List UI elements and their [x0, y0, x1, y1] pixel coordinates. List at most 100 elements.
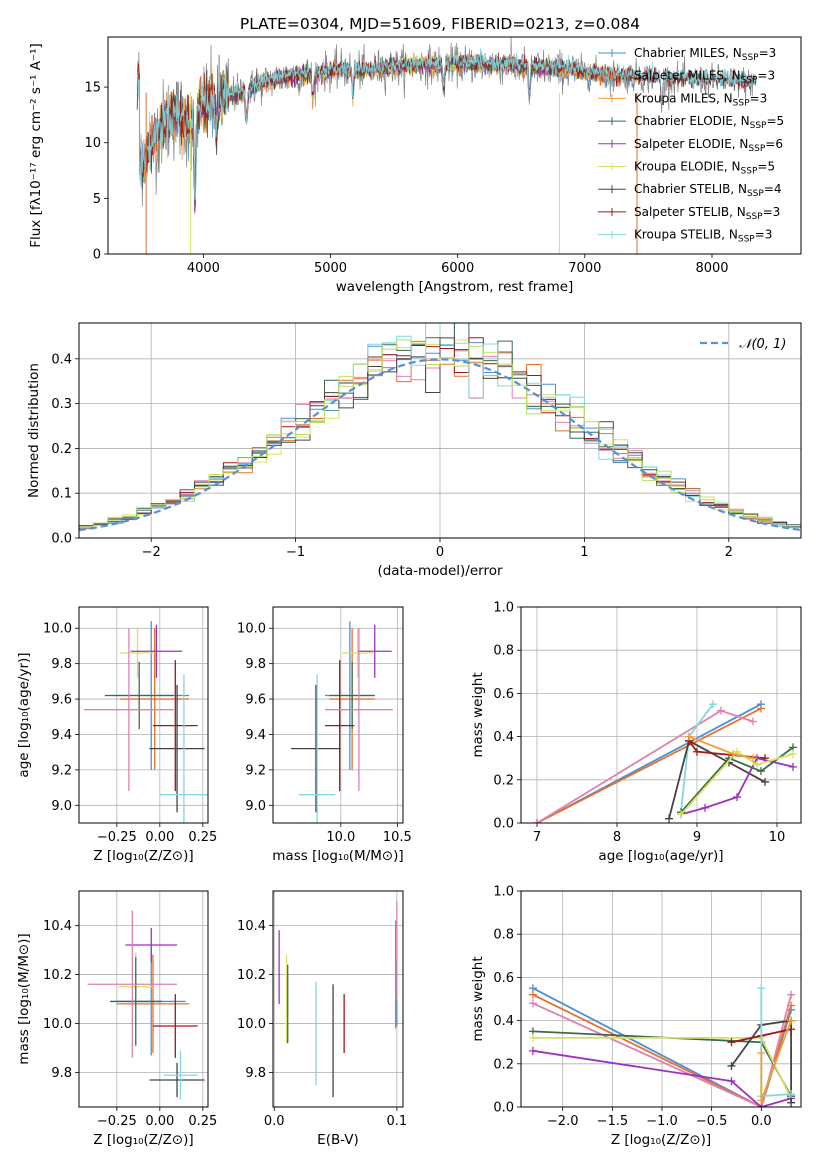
weight-marker: [528, 990, 537, 999]
legend-label-main: Chabrier MILES, N: [634, 46, 742, 60]
weight-marker: [709, 700, 717, 709]
plot-spectrum: 4000 5000 6000 7000 8000 0 5 10 15 wavelength [An…: [28, 36, 802, 295]
y-tick-label: 9.6: [245, 693, 266, 708]
y-tick-label: 9.8: [51, 1066, 72, 1081]
x-axis-label: Z [log₁₀(Z/Z⊙)]: [93, 1132, 193, 1148]
y-tick-label: 10.4: [237, 919, 266, 934]
y-tick-label: 0.1: [51, 487, 72, 502]
errorbar-point: [325, 660, 355, 792]
y-tick-label: 10.0: [43, 622, 72, 637]
axes-frame: [78, 322, 802, 539]
model-line-chabrier-elodie: [190, 53, 560, 203]
axes-frame: [78, 890, 209, 1108]
weight-marker: [789, 749, 797, 758]
weight-marker: [787, 990, 796, 999]
legend-label: Chabrier STELIB, NSSP=4: [634, 182, 782, 199]
x-tick-label: 0: [436, 545, 444, 560]
legend: 𝒩(0, 1): [700, 337, 786, 352]
y-tick-label: 10.0: [237, 1017, 266, 1032]
legend-label: Kroupa MILES, NSSP=3: [634, 91, 767, 108]
errorbar-point: [291, 684, 341, 813]
legend-label-main: Kroupa ELODIE, N: [634, 160, 741, 174]
errorbar-point: [357, 624, 392, 678]
y-tick-label: 0.0: [493, 817, 514, 832]
x-tick-label: 0.0: [751, 1114, 772, 1129]
legend-label: Salpeter STELIB, NSSP=3: [634, 205, 780, 222]
x-tick-label: 8: [613, 830, 621, 845]
x-tick-label: 0.25: [188, 1114, 217, 1129]
weight-line-salpeter-miles: [536, 707, 762, 823]
y-axis-label: mass weight: [470, 672, 486, 757]
y-tick-label: 1.0: [493, 885, 514, 900]
plot-mass-weight-vs-Z: −2.0 −1.5 −1.0 −0.5 0.0 0.0 0.2 0.4 0.6 0.8 1.0 Z […: [470, 885, 802, 1148]
plot-area: [87, 910, 205, 1100]
weight-marker: [528, 1046, 537, 1055]
legend-label: 𝒩(0, 1): [739, 337, 786, 352]
y-tick-label: 15: [84, 81, 101, 96]
x-tick-label: −1.5: [597, 1114, 629, 1129]
y-tick-label: 0.3: [51, 397, 72, 412]
errorbar-point: [325, 628, 393, 792]
x-tick-label: 0.25: [188, 830, 217, 845]
weight-marker: [749, 754, 757, 763]
legend-label-main: Salpeter STELIB, N: [634, 205, 746, 219]
y-axis-label: Normed distribution: [26, 363, 42, 498]
axes-frame: [272, 890, 404, 1108]
plot-area: [528, 984, 796, 1107]
y-axis-label: Flux [fλ10⁻¹⁷ erg cm⁻² s⁻¹ A⁻¹]: [28, 43, 44, 248]
y-tick-label: 9.8: [245, 657, 266, 672]
y-tick-label: 0.0: [51, 532, 72, 547]
plot-mass-vs-Z: −0.25 0.00 0.25 9.8 10.0 10.2 10.4 Z [log₁₀(Z/Z…: [16, 890, 217, 1148]
plot-area: [84, 621, 208, 823]
x-axis-label: wavelength [Angstrom, rest frame]: [336, 279, 574, 295]
x-tick-label: −1.0: [646, 1114, 678, 1129]
x-tick-label: −2.0: [547, 1114, 579, 1129]
weight-marker: [729, 749, 737, 758]
axes-frame: [520, 606, 802, 824]
x-tick-label: 10.0: [326, 830, 355, 845]
y-tick-label: 9.2: [245, 763, 266, 778]
errorbar-point: [152, 994, 198, 1058]
x-tick-label: 2: [725, 545, 733, 560]
x-tick-label: 7: [533, 830, 541, 845]
legend-label-main: Chabrier STELIB, N: [634, 182, 747, 196]
weight-marker: [727, 1077, 736, 1086]
y-tick-label: 0.8: [493, 644, 514, 659]
weight-marker: [787, 1016, 796, 1025]
x-tick-label: 9: [693, 830, 701, 845]
x-tick-label: 8000: [695, 261, 728, 276]
legend-label: Kroupa STELIB, NSSP=3: [634, 228, 772, 245]
y-axis-label: age [log₁₀(age/yr)]: [16, 652, 32, 777]
weight-marker: [733, 793, 741, 802]
weight-marker: [665, 814, 673, 823]
errorbar-point: [299, 674, 336, 823]
plot-area: [533, 700, 797, 823]
errorbar-point: [116, 954, 190, 1053]
x-tick-label: −2: [142, 545, 161, 560]
x-tick-label: −0.25: [97, 1114, 137, 1129]
weight-marker: [761, 777, 769, 786]
weight-line-salpeter-elodie: [532, 1049, 792, 1107]
x-axis-label: E(B-V): [317, 1132, 359, 1148]
residual-histogram-8: [79, 339, 801, 538]
axes-frame: [107, 36, 802, 255]
legend-label-sub: SSP: [746, 212, 763, 222]
y-tick-label: 9.6: [51, 693, 72, 708]
legend-label-main: Kroupa STELIB, N: [634, 228, 738, 242]
plot-area: [291, 621, 393, 823]
weight-marker: [787, 1098, 796, 1107]
weight-marker: [749, 717, 757, 726]
weight-marker: [757, 1049, 766, 1057]
y-tick-label: 9.4: [51, 728, 72, 743]
y-tick-label: 1.0: [493, 601, 514, 616]
legend-label-suffix: =5: [766, 114, 784, 128]
residual-histogram-7: [79, 337, 801, 538]
weight-marker: [753, 760, 761, 769]
y-tick-label: 0.2: [493, 773, 514, 788]
figure-title: PLATE=0304, MJD=51609, FIBERID=0213, z=0…: [240, 15, 640, 33]
y-tick-label: 0.2: [51, 442, 72, 457]
x-tick-label: 7000: [568, 261, 601, 276]
y-tick-label: 9.4: [245, 728, 266, 743]
legend-label-sub: SSP: [747, 189, 764, 199]
